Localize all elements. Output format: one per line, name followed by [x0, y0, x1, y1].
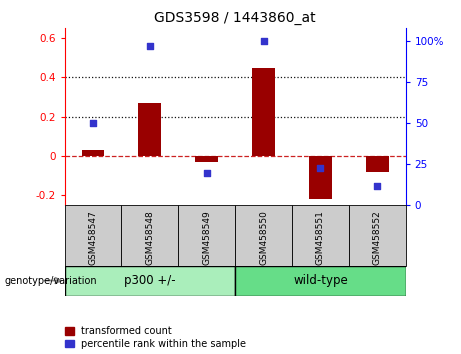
Text: GSM458550: GSM458550: [259, 210, 268, 265]
Bar: [195, 156, 218, 162]
Text: p300 +/-: p300 +/-: [124, 274, 176, 287]
Bar: [366, 156, 389, 172]
Text: GSM458552: GSM458552: [373, 210, 382, 265]
Bar: [82, 150, 104, 156]
FancyBboxPatch shape: [292, 205, 349, 266]
Bar: [138, 103, 161, 156]
FancyBboxPatch shape: [65, 266, 235, 296]
Point: [260, 39, 267, 44]
Text: GSM458548: GSM458548: [145, 210, 154, 265]
Point: [317, 165, 324, 171]
Text: wild-type: wild-type: [293, 274, 348, 287]
Point: [373, 183, 381, 188]
Bar: [252, 68, 275, 156]
Point: [203, 170, 210, 175]
FancyBboxPatch shape: [349, 205, 406, 266]
FancyBboxPatch shape: [235, 205, 292, 266]
Text: GSM458547: GSM458547: [89, 210, 97, 265]
Title: GDS3598 / 1443860_at: GDS3598 / 1443860_at: [154, 11, 316, 24]
Bar: [309, 156, 332, 199]
Text: GSM458549: GSM458549: [202, 210, 211, 265]
FancyBboxPatch shape: [235, 266, 406, 296]
FancyBboxPatch shape: [178, 205, 235, 266]
Legend: transformed count, percentile rank within the sample: transformed count, percentile rank withi…: [65, 326, 246, 349]
Text: GSM458551: GSM458551: [316, 210, 325, 265]
FancyBboxPatch shape: [121, 205, 178, 266]
Text: genotype/variation: genotype/variation: [5, 276, 97, 286]
Point: [89, 121, 97, 126]
Point: [146, 44, 154, 49]
FancyBboxPatch shape: [65, 205, 121, 266]
